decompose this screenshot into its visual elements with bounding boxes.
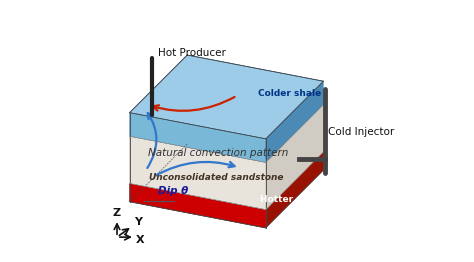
Text: Dip θ: Dip θ xyxy=(158,185,188,196)
Text: Z: Z xyxy=(112,208,120,218)
Text: Natural convection pattern: Natural convection pattern xyxy=(148,148,289,158)
Polygon shape xyxy=(129,55,323,139)
Text: X: X xyxy=(136,235,145,245)
Text: Unconsolidated sandstone: Unconsolidated sandstone xyxy=(149,173,283,182)
Text: Hot Producer: Hot Producer xyxy=(158,48,226,58)
Polygon shape xyxy=(266,81,323,162)
Text: Hotter shale: Hotter shale xyxy=(260,195,324,204)
Polygon shape xyxy=(187,55,323,105)
Polygon shape xyxy=(266,105,323,210)
Text: Y: Y xyxy=(134,216,142,227)
Text: Colder shale: Colder shale xyxy=(257,89,321,97)
Text: Cold Injector: Cold Injector xyxy=(328,127,394,137)
Polygon shape xyxy=(129,113,266,162)
Polygon shape xyxy=(266,152,323,228)
Polygon shape xyxy=(187,126,323,170)
Polygon shape xyxy=(187,79,323,152)
Polygon shape xyxy=(129,136,266,210)
Polygon shape xyxy=(129,183,266,228)
